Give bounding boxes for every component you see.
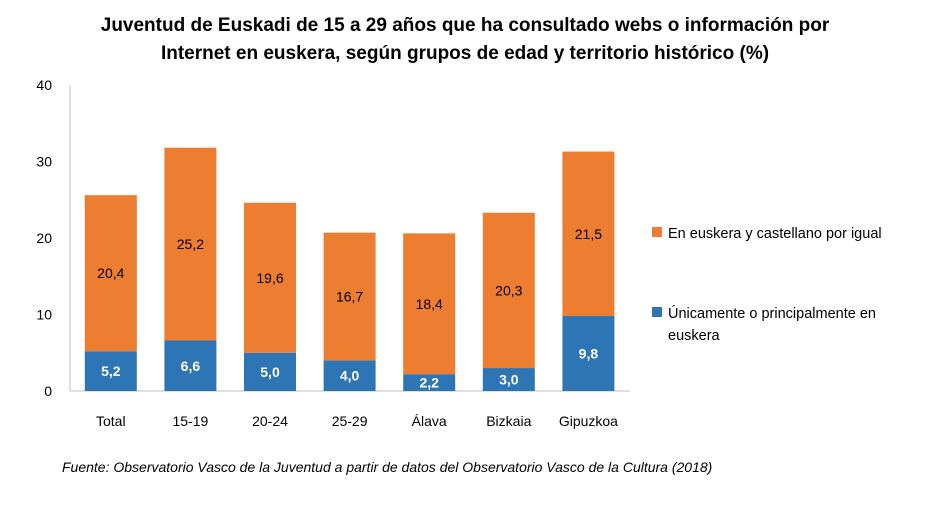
bar-segment	[244, 202, 296, 353]
data-label: 9,8	[579, 346, 599, 362]
chart-title: Internet en euskera, según grupos de eda…	[161, 43, 769, 64]
data-label: 6,6	[181, 358, 201, 374]
data-label: 5,0	[260, 364, 280, 380]
x-tick-label: 25-29	[332, 413, 368, 429]
bar-segment	[403, 233, 456, 375]
data-label: 5,2	[101, 363, 121, 379]
x-tick-label: Bizkaia	[486, 413, 531, 429]
data-label: 16,7	[336, 289, 363, 305]
bar-segment	[562, 316, 615, 391]
bar-segment	[403, 374, 456, 391]
x-tick-label: Total	[96, 413, 126, 429]
y-tick-label: 30	[36, 154, 52, 170]
data-label: 19,6	[256, 270, 283, 286]
legend-swatch	[652, 307, 662, 317]
data-label: 25,2	[177, 236, 204, 252]
bar-segment	[482, 212, 535, 369]
data-label: 20,3	[495, 282, 522, 298]
bar-segment	[482, 368, 535, 391]
chart-title: Juventud de Euskadi de 15 a 29 años que …	[101, 15, 830, 36]
bar-segment	[323, 360, 376, 391]
legend-label: euskera	[668, 328, 721, 344]
bar-segment	[84, 195, 137, 352]
bar-segment	[164, 147, 217, 341]
data-label: 18,4	[416, 296, 443, 312]
legend-label: Únicamente o principalmente en	[668, 305, 876, 322]
bar-segment	[164, 340, 217, 391]
y-tick-label: 0	[44, 383, 52, 399]
y-tick-label: 10	[36, 307, 52, 323]
bar-segment	[562, 151, 615, 317]
data-label: 21,5	[575, 226, 602, 242]
data-label: 3,0	[499, 372, 519, 388]
data-label: 4,0	[340, 368, 360, 384]
x-tick-label: 20-24	[252, 413, 288, 429]
legend-swatch	[652, 227, 662, 237]
y-tick-label: 20	[36, 230, 52, 246]
data-label: 20,4	[97, 265, 124, 281]
data-label: 2,2	[419, 375, 439, 391]
x-tick-label: Álava	[412, 413, 447, 429]
y-tick-label: 40	[36, 77, 52, 93]
bar-segment	[84, 351, 137, 391]
x-tick-label: Gipuzkoa	[559, 413, 618, 429]
x-tick-label: 15-19	[172, 413, 208, 429]
legend-label: En euskera y castellano por igual	[668, 226, 882, 242]
bar-segment	[323, 232, 376, 361]
source-note: Fuente: Observatorio Vasco de la Juventu…	[62, 459, 712, 475]
bar-segment	[244, 352, 296, 391]
